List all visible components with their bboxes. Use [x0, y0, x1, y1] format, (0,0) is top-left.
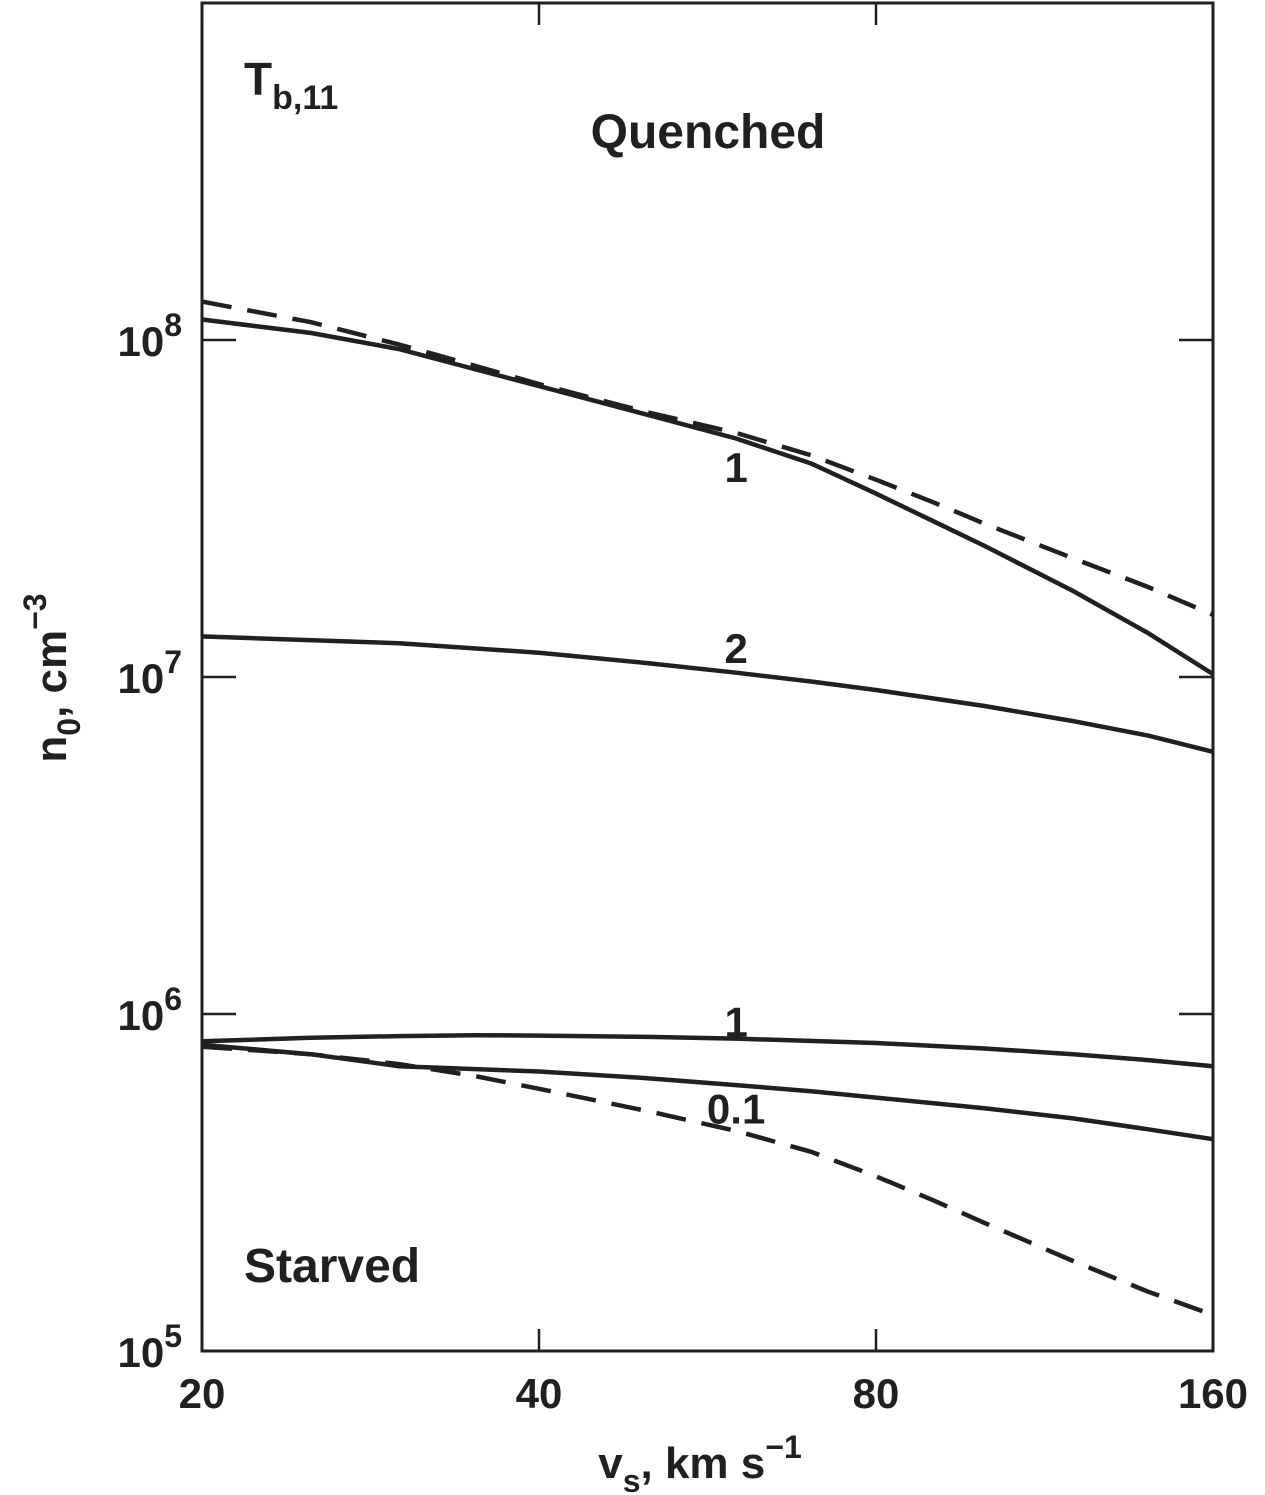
series-label: 1: [724, 999, 747, 1046]
series-line-dashed-5: [201, 1044, 1214, 1318]
x-axis-ticks: 20 40 80 160: [179, 3, 1248, 1417]
series-label: 1: [724, 444, 747, 491]
legend-title: Tb,11: [244, 53, 338, 117]
x-tick-label: 160: [1178, 1370, 1248, 1417]
y-tick-label: 108: [117, 307, 182, 365]
x-axis-label: vs, km s−1: [598, 1429, 802, 1495]
series-labels: 1 2 1 0.1: [707, 444, 765, 1132]
x-tick-label: 20: [179, 1370, 226, 1417]
series-layer: [201, 299, 1215, 1318]
y-tick-label: 105: [117, 1318, 182, 1376]
series-line-solid-3: [201, 1042, 1214, 1142]
x-tick-label: 40: [516, 1370, 563, 1417]
series-line-solid-2: [201, 1032, 1214, 1069]
region-label-starved: Starved: [244, 1240, 420, 1293]
y-axis-ticks: 105 106 107 108: [117, 307, 1213, 1376]
y-axis-label: n0, cm−3: [17, 593, 87, 762]
x-tick-label: 80: [853, 1370, 900, 1417]
series-line-solid-0: [201, 317, 1215, 677]
y-tick-label: 107: [117, 644, 182, 702]
series-label: 0.1: [707, 1085, 765, 1132]
series-line-solid-1: [201, 634, 1214, 754]
y-tick-label: 106: [117, 981, 182, 1039]
plot-frame: [200, 1, 1215, 1353]
region-label-quenched: Quenched: [591, 106, 826, 159]
series-label: 2: [724, 625, 747, 672]
series-line-dashed-4: [201, 299, 1214, 617]
